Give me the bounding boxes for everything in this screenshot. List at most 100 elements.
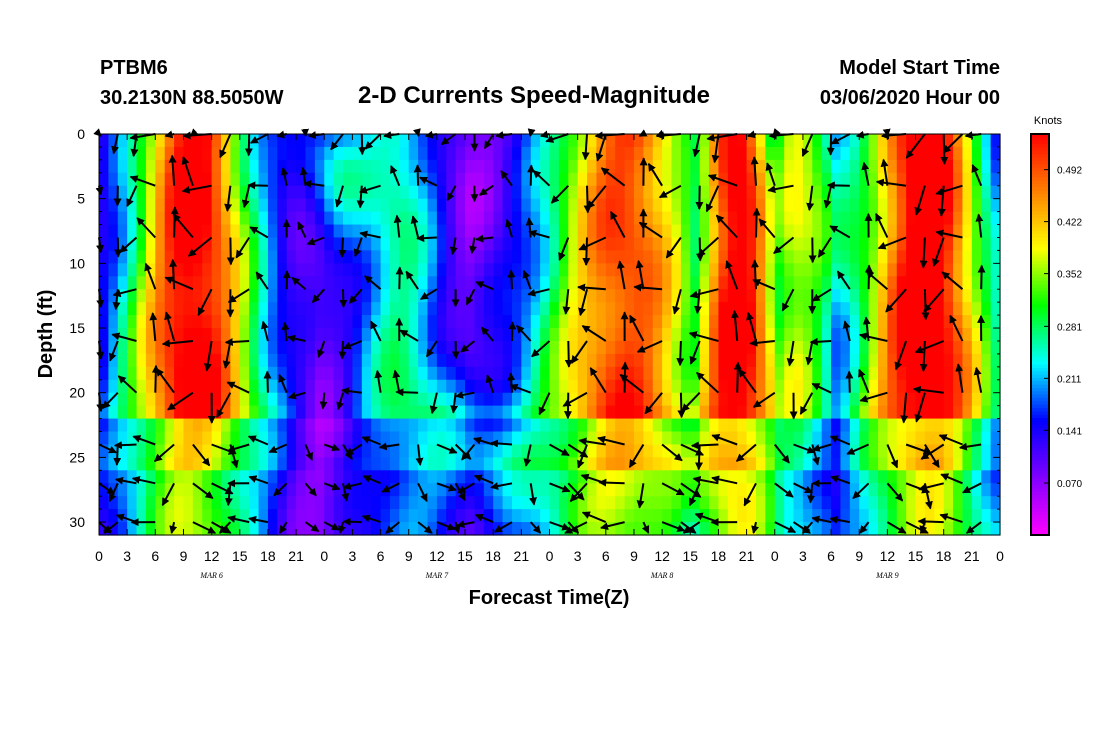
vector-arrow (531, 340, 551, 358)
heatmap-cell (831, 211, 842, 226)
heatmap-cell (737, 405, 748, 420)
heatmap-cell (906, 198, 917, 213)
vector-arrow (129, 133, 156, 141)
heatmap-cell (399, 276, 410, 290)
colorbar-segment (1031, 304, 1049, 309)
vector-arrow (861, 161, 870, 186)
colorbar-segment (1031, 438, 1049, 443)
vector-arrow (641, 521, 650, 534)
colorbar-segment (1031, 347, 1049, 352)
heatmap-cell (699, 418, 710, 433)
heatmap-cell (305, 444, 316, 458)
heatmap-cell (774, 134, 785, 148)
heatmap-cell (568, 379, 579, 394)
heatmap-cell (192, 211, 203, 226)
heatmap-cell (981, 134, 992, 148)
heatmap-cell (549, 509, 560, 523)
heatmap-cell (765, 431, 776, 446)
heatmap-cell (971, 289, 982, 303)
vector-arrow (570, 340, 588, 364)
colorbar-segment (1031, 361, 1049, 366)
heatmap-cell (849, 289, 860, 303)
vector-arrow (829, 435, 851, 446)
heatmap-cell (399, 146, 410, 161)
heatmap-cell (296, 250, 307, 264)
heatmap-cell (99, 418, 109, 433)
heatmap-cell (267, 405, 278, 420)
heatmap-cell (924, 366, 935, 381)
vector-arrow (364, 275, 382, 290)
heatmap-cell (615, 185, 626, 200)
heatmap-cell (164, 353, 175, 368)
heatmap-cell (737, 134, 748, 148)
vector-arrow (921, 289, 930, 321)
heatmap-cell (183, 470, 194, 484)
vector-arrow (374, 369, 383, 393)
heatmap-cell (380, 211, 391, 226)
heatmap-cell (633, 392, 644, 407)
heatmap-cell (493, 431, 504, 446)
heatmap-cell (389, 509, 400, 523)
heatmap-cell (277, 392, 288, 407)
vector-arrow (192, 482, 214, 499)
heatmap-cell (906, 340, 917, 355)
heatmap-cell (277, 379, 288, 394)
heatmap-cell (615, 198, 626, 213)
heatmap-cell (465, 198, 476, 213)
heatmap-cell (530, 302, 541, 316)
heatmap-cell (540, 134, 551, 148)
vector-arrow (793, 443, 816, 454)
heatmap-cell (718, 522, 729, 536)
vector-arrow (385, 521, 400, 534)
heatmap-cell (333, 263, 344, 277)
heatmap-cell (662, 224, 673, 239)
vector-arrow (809, 337, 832, 346)
heatmap-cell (127, 315, 138, 329)
heatmap-cell (436, 237, 447, 252)
heatmap-cell (737, 444, 748, 458)
heatmap-cell (164, 328, 175, 342)
heatmap-cell (427, 159, 438, 174)
heatmap-cell (549, 431, 560, 446)
heatmap-cell (371, 353, 382, 368)
heatmap-cell (117, 159, 128, 174)
heatmap-cell (906, 328, 917, 342)
heatmap-cell (652, 315, 663, 329)
heatmap-cell (859, 134, 870, 148)
heatmap-cell (211, 509, 222, 523)
heatmap-cell (868, 250, 879, 264)
heatmap-cell (249, 263, 260, 277)
heatmap-cell (399, 250, 410, 264)
heatmap-cell (690, 263, 701, 277)
heatmap-cell (211, 237, 222, 252)
heatmap-cell (380, 418, 391, 433)
heatmap-cell (558, 366, 569, 381)
heatmap-cell (840, 405, 851, 420)
heatmap-cell (831, 392, 842, 407)
heatmap-cell (436, 172, 447, 187)
vector-arrow (914, 185, 926, 216)
heatmap-cell (812, 392, 823, 407)
heatmap-cell (943, 522, 954, 536)
heatmap-cell (399, 172, 410, 187)
heatmap-cell (305, 224, 316, 239)
heatmap-cell (314, 211, 325, 226)
heatmap-cell (493, 185, 504, 200)
vector-arrow (919, 340, 928, 373)
heatmap-cell (718, 405, 729, 420)
heatmap-cell (596, 250, 607, 264)
colorbar-segment (1031, 454, 1049, 459)
heatmap-cell (183, 392, 194, 407)
colorbar-segment (1031, 317, 1049, 322)
heatmap-cell (267, 379, 278, 394)
heatmap-cell (605, 146, 616, 161)
heatmap-cell (474, 198, 485, 213)
heatmap-cell (192, 302, 203, 316)
vector-arrow (341, 387, 362, 396)
colorbar-segment (1031, 518, 1049, 523)
heatmap-cell (849, 224, 860, 239)
heatmap-cell (765, 250, 776, 264)
heatmap-cell (221, 302, 231, 316)
heatmap-cell (202, 353, 213, 368)
heatmap-cell (483, 172, 494, 187)
